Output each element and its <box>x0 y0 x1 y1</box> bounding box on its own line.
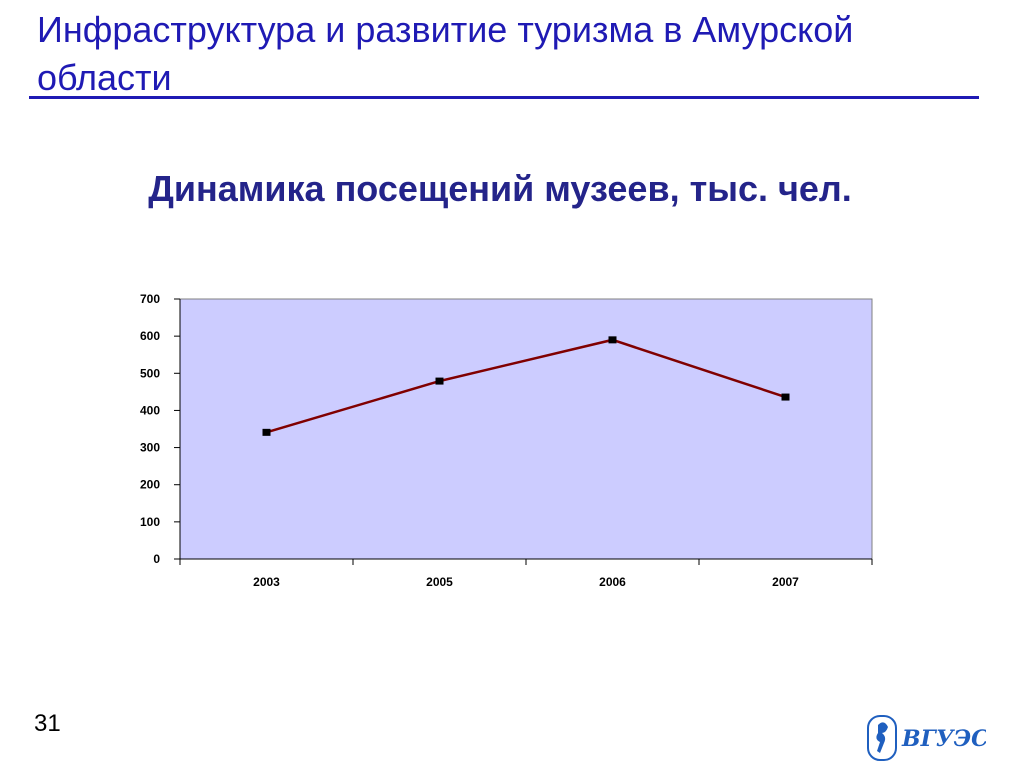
logo-emblem-icon <box>867 715 897 761</box>
x-tick-label: 2003 <box>253 575 280 589</box>
x-tick-label: 2005 <box>426 575 453 589</box>
data-point <box>781 393 790 401</box>
series-line <box>266 338 786 434</box>
slide-title: Инфраструктура и развитие туризма в Амур… <box>37 9 854 98</box>
slide-number: 31 <box>34 710 61 737</box>
x-tick-label: 2006 <box>599 575 626 589</box>
data-point <box>262 428 271 436</box>
y-tick-label: 500 <box>140 366 160 380</box>
y-tick-label: 300 <box>140 441 160 455</box>
title-divider <box>29 96 979 99</box>
y-tick-label: 400 <box>140 403 160 417</box>
y-tick-label: 0 <box>153 552 160 566</box>
x-tick-label: 2007 <box>772 575 799 589</box>
chart-title: Динамика посещений музеев, тыс. чел. <box>148 168 852 209</box>
y-tick-label: 600 <box>140 329 160 343</box>
svg-text:ВГУЭС: ВГУЭС <box>901 726 986 752</box>
y-tick-label: 100 <box>140 515 160 529</box>
university-logo: ВГУЭС <box>867 715 986 761</box>
data-point <box>608 336 617 344</box>
data-point <box>435 377 444 385</box>
plot-area <box>179 298 873 560</box>
y-tick-label: 700 <box>140 292 160 306</box>
y-tick-label: 200 <box>140 478 160 492</box>
